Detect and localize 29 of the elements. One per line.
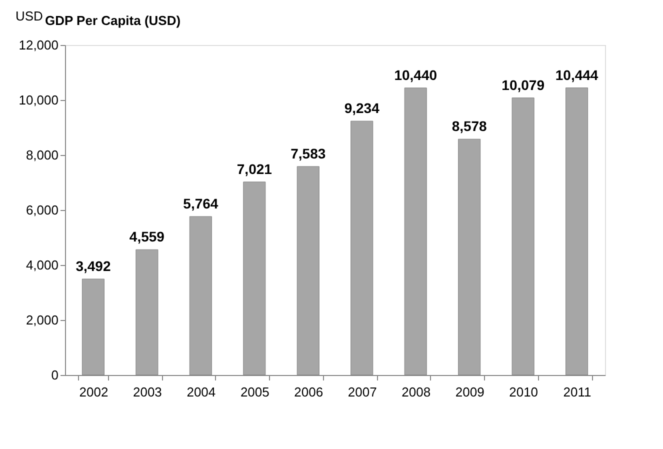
data-label: 7,021	[236, 160, 272, 177]
x-tick-label: 2010	[509, 384, 538, 400]
y-tick-label: 4,000	[26, 258, 58, 272]
data-label: 5,764	[183, 195, 218, 212]
y-axis-title: USD	[16, 8, 43, 24]
x-tick-label: 2011	[563, 384, 592, 400]
data-label: 3,492	[76, 258, 111, 274]
y-tick-label: 0	[51, 368, 58, 382]
x-tick-label: 2002	[79, 384, 108, 400]
y-tick-label: 10,000	[18, 92, 58, 108]
chart-title: GDP Per Capita (USD)	[45, 13, 181, 28]
y-tick-label: 12,000	[18, 38, 58, 52]
x-tick-label: 2007	[348, 384, 377, 400]
data-label: 10,444	[555, 66, 598, 83]
x-tick-label: 2006	[294, 384, 324, 400]
data-label: 7,583	[290, 145, 326, 162]
y-tick-label: 2,000	[26, 312, 58, 328]
data-label: 10,440	[394, 66, 438, 83]
x-tick-label: 2005	[240, 384, 270, 400]
data-label: 4,559	[129, 228, 165, 245]
data-label: 9,234	[344, 100, 380, 116]
data-label: 10,079	[502, 76, 545, 93]
x-tick-label: 2004	[186, 384, 216, 400]
data-label: 8,578	[452, 118, 488, 134]
x-tick-label: 2008	[402, 384, 431, 400]
y-tick-label: 6,000	[26, 202, 58, 218]
x-tick-label: 2003	[132, 384, 162, 400]
x-tick-label: 2009	[455, 384, 484, 400]
y-tick-label: 8,000	[26, 148, 58, 162]
